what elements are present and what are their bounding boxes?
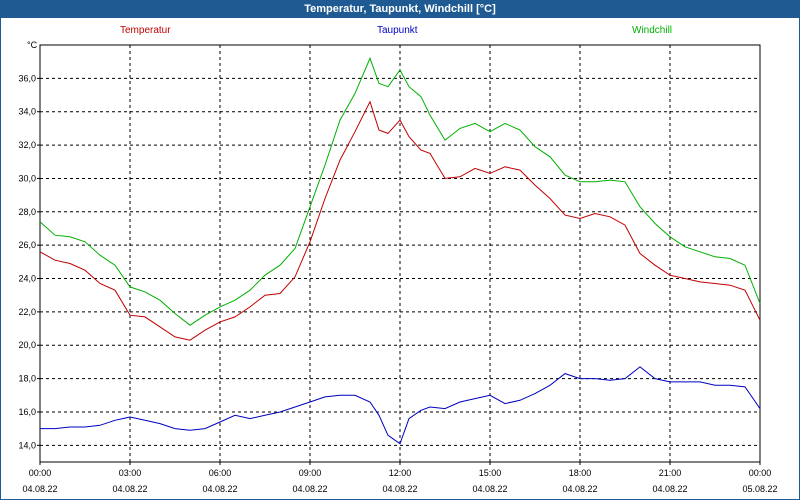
y-tick-label: 14,0 [18,440,36,450]
y-tick-label: 20,0 [18,340,36,350]
legend-temperatur: Temperatur [120,25,171,36]
x-tick-date: 04.08.22 [22,484,57,494]
y-tick-label: 16,0 [18,407,36,417]
y-tick-label: 36,0 [18,73,36,83]
y-tick-label: 26,0 [18,240,36,250]
x-tick-time: 15:00 [479,468,502,478]
x-tick-date: 04.08.22 [472,484,507,494]
x-tick-date: 04.08.22 [652,484,687,494]
x-tick-time: 06:00 [209,468,232,478]
x-tick-date: 04.08.22 [562,484,597,494]
chart-title: Temperatur, Taupunkt, Windchill [°C] [0,0,800,18]
y-tick-label: 32,0 [18,140,36,150]
x-tick-date: 04.08.22 [202,484,237,494]
y-axis-ticks: 14,0 16,0 18,0 20,0 22,0 24,0 26,0 28,0 30,0 32,0… [18,73,40,450]
x-tick-time: 00:00 [29,468,52,478]
y-tick-label: 30,0 [18,173,36,183]
x-tick-time: 21:00 [659,468,682,478]
legend-windchill: Windchill [632,25,673,36]
x-tick-time: 03:00 [119,468,142,478]
x-tick-time: 09:00 [299,468,322,478]
x-tick-date: 05.08.22 [742,484,777,494]
series-line-taupunkt [40,366,761,445]
legend-taupunkt: Taupunkt [377,25,418,36]
x-tick-date: 04.08.22 [382,484,417,494]
y-tick-label: 22,0 [18,307,36,317]
x-tick-time: 12:00 [389,468,412,478]
series-line-temperatur [39,100,761,341]
grid-lines [40,45,760,462]
y-axis-unit: °C [27,40,38,50]
x-tick-time: 00:00 [749,468,772,478]
y-tick-label: 24,0 [18,274,36,284]
series-lines [39,56,761,445]
y-tick-label: 18,0 [18,374,36,384]
x-tick-date: 04.08.22 [292,484,327,494]
y-tick-label: 34,0 [18,107,36,117]
y-tick-label: 28,0 [18,207,36,217]
series-line-windchill [39,56,761,326]
x-axis-ticks: 00:00 04.08.22 03:00 04.08.22 06:00 04.08.22 0… [22,462,778,494]
x-tick-time: 18:00 [569,468,592,478]
x-tick-date: 04.08.22 [112,484,147,494]
